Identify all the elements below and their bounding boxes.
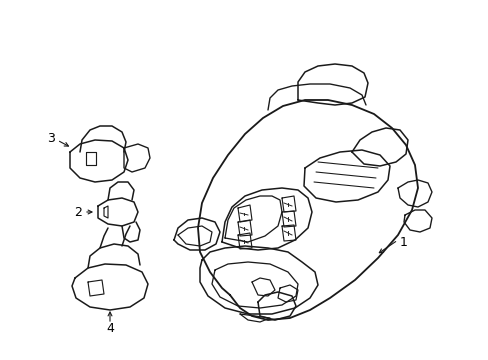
Text: 2: 2 <box>74 206 82 219</box>
Text: 3: 3 <box>47 131 55 144</box>
Text: 1: 1 <box>399 235 407 248</box>
Text: 4: 4 <box>106 321 114 334</box>
